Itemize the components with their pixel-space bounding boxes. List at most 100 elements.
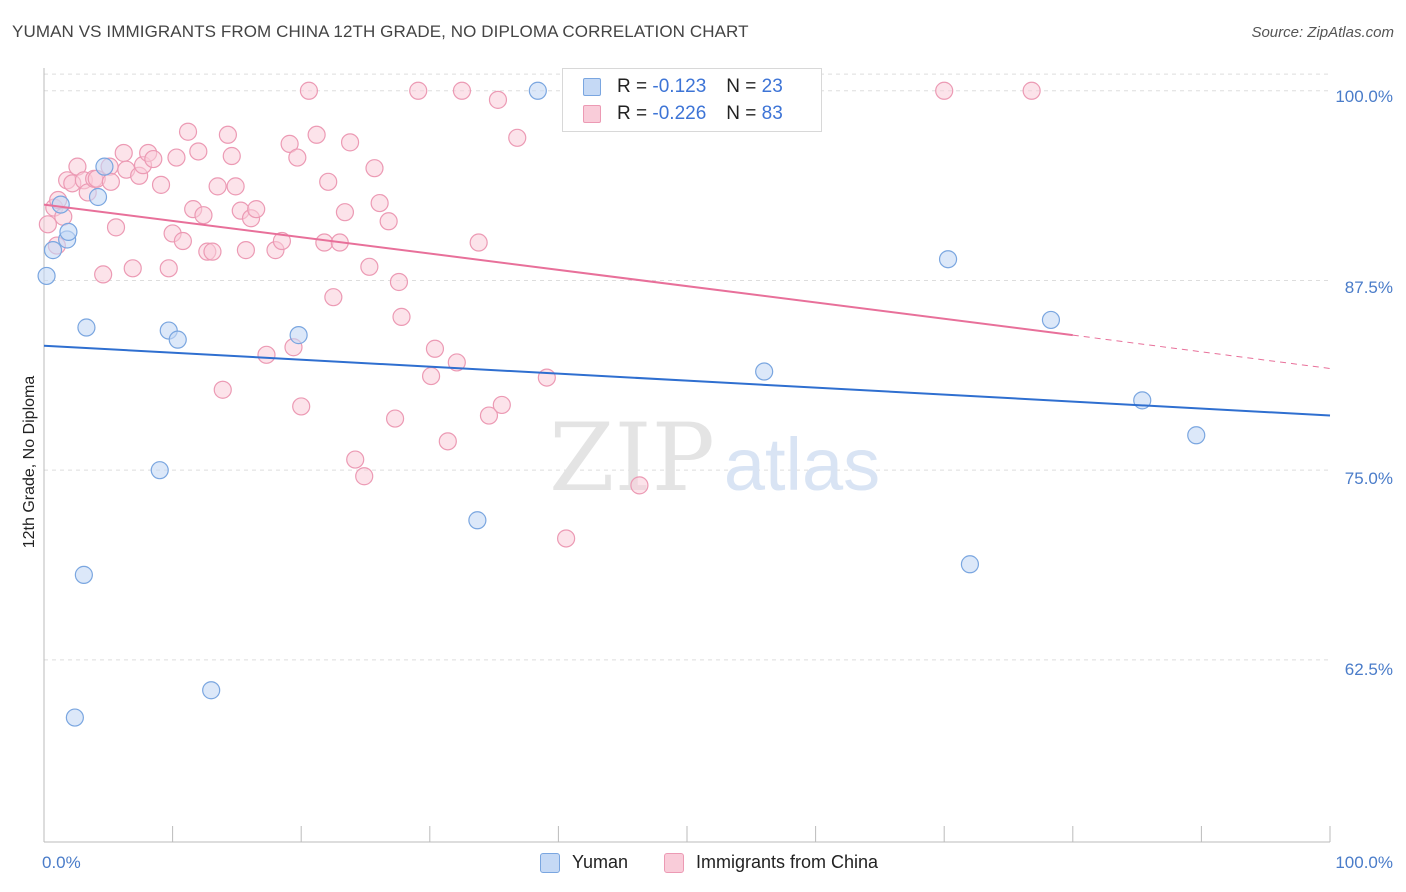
r-label: R = <box>617 103 648 124</box>
n-value: 23 <box>761 76 783 97</box>
china-point <box>213 380 232 399</box>
china-point <box>392 307 411 326</box>
yuman-point <box>938 250 958 269</box>
china-point <box>421 366 441 386</box>
china-point <box>508 128 527 147</box>
china-point <box>203 242 222 261</box>
china-point <box>292 397 311 416</box>
series-yuman-points <box>37 81 1206 727</box>
axes <box>43 68 1331 843</box>
china-point <box>935 81 954 100</box>
legend-item-yuman: Yuman <box>540 852 628 873</box>
china-point <box>272 231 292 251</box>
china-point <box>319 172 338 191</box>
yuman-point <box>202 681 221 700</box>
china-point <box>557 529 576 548</box>
yuman-point <box>43 241 63 260</box>
china-point <box>178 122 198 141</box>
china-point <box>38 215 57 234</box>
china-point <box>537 368 556 387</box>
watermark-atlas: atlas <box>724 423 880 506</box>
yuman-point <box>95 157 114 176</box>
china-point <box>365 159 384 178</box>
yuman-point <box>88 187 108 207</box>
chart-source: Source: ZipAtlas.com <box>1251 24 1394 41</box>
yuman-point <box>59 222 78 242</box>
china-trend-line <box>43 203 1073 337</box>
y-tick-label: 62.5% <box>1344 660 1393 679</box>
yuman-swatch <box>583 78 601 96</box>
china-point <box>101 172 120 191</box>
china-point <box>447 353 466 372</box>
china-point <box>222 146 241 166</box>
china-point <box>355 467 374 486</box>
yuman-point <box>37 266 56 286</box>
yuman-point <box>77 318 96 337</box>
x-tick-label: 100.0% <box>1335 853 1393 872</box>
china-trend-extension <box>1072 334 1331 369</box>
stats-row-yuman: R = -0.123 N = 23 <box>583 74 783 100</box>
chart-title: YUMAN VS IMMIGRANTS FROM CHINA 12TH GRAD… <box>12 22 749 41</box>
china-point <box>335 203 355 222</box>
china-point <box>299 81 319 100</box>
china-point <box>370 193 389 213</box>
china-point <box>479 406 499 425</box>
yuman-point <box>1187 426 1206 445</box>
china-point <box>167 148 186 167</box>
legend-swatch-yuman <box>540 852 560 873</box>
legend-item-china: Immigrants from China <box>664 852 878 873</box>
china-point <box>1022 81 1041 100</box>
china-point <box>324 288 343 307</box>
china-point <box>106 218 126 237</box>
china-point <box>385 409 405 428</box>
n-value: 83 <box>761 103 783 124</box>
china-point <box>144 149 163 169</box>
x-tick-label: 0.0% <box>42 853 81 872</box>
legend-label-yuman: Yuman <box>572 852 629 872</box>
china-point <box>173 231 192 251</box>
china-point <box>438 432 457 451</box>
china-point <box>257 345 276 364</box>
china-point <box>488 90 508 109</box>
china-point <box>208 177 227 196</box>
n-label: N = <box>726 103 757 124</box>
china-point <box>280 134 299 153</box>
trend-lines <box>43 203 1331 417</box>
yuman-point <box>468 511 487 530</box>
yuman-point <box>74 565 93 584</box>
china-point <box>94 265 113 284</box>
china-point <box>379 212 398 231</box>
yuman-point <box>960 555 980 574</box>
y-tick-label: 87.5% <box>1344 278 1393 297</box>
yuman-point <box>51 195 70 214</box>
y-tick-label: 100.0% <box>1335 87 1393 106</box>
yuman-point <box>755 362 774 381</box>
china-point <box>247 200 266 219</box>
china-point <box>226 177 245 196</box>
china-point <box>189 142 208 161</box>
china-point <box>159 259 178 278</box>
china-point <box>315 233 334 252</box>
yuman-point <box>65 708 84 727</box>
china-point <box>151 175 171 194</box>
yuman-point <box>168 330 187 349</box>
yuman-point <box>150 461 169 480</box>
china-point <box>114 143 133 163</box>
china-point <box>194 206 213 225</box>
stats-row-china: R = -0.226 N = 83 <box>583 101 783 127</box>
yuman-point <box>1041 310 1061 330</box>
legend-swatch-china <box>664 852 684 873</box>
china-point <box>307 125 326 144</box>
watermark: ZIP atlas <box>549 404 880 513</box>
china-point <box>360 257 379 276</box>
china-point <box>288 148 307 167</box>
china-point <box>630 476 649 495</box>
r-value: -0.226 <box>652 103 707 124</box>
china-point <box>492 395 511 415</box>
china-point <box>123 259 142 278</box>
china-point <box>340 133 360 152</box>
china-point <box>452 81 472 100</box>
watermark-zip: ZIP <box>549 404 715 513</box>
china-point <box>218 125 237 144</box>
